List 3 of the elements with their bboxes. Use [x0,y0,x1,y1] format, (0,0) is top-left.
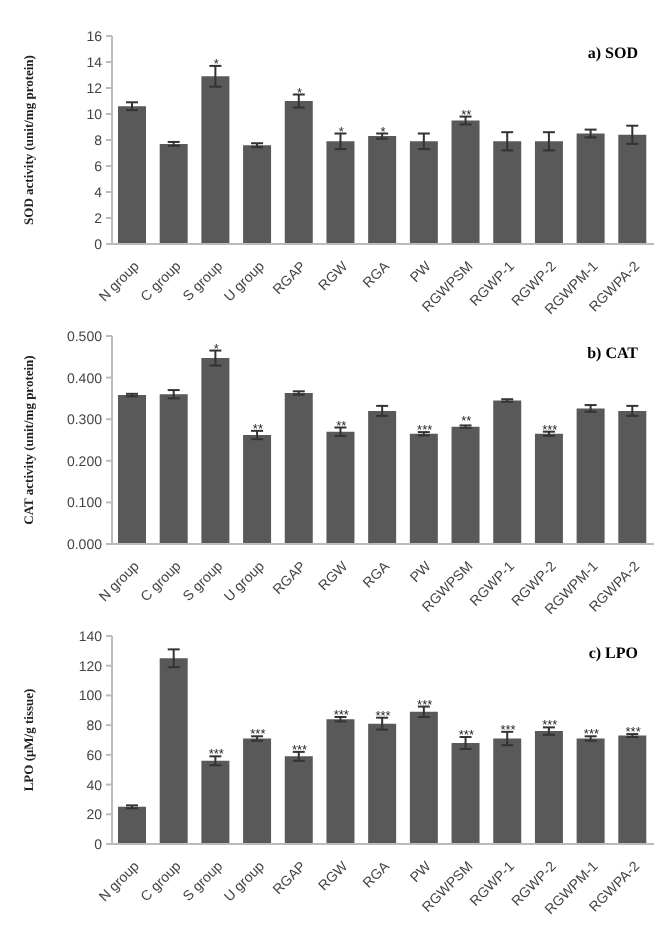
text: a) SOD [587,44,638,62]
text: b) CAT [587,344,638,362]
text: c) LPO [588,644,638,662]
